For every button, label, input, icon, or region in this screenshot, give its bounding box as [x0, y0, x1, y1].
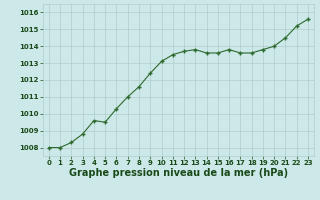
X-axis label: Graphe pression niveau de la mer (hPa): Graphe pression niveau de la mer (hPa)	[69, 168, 288, 178]
